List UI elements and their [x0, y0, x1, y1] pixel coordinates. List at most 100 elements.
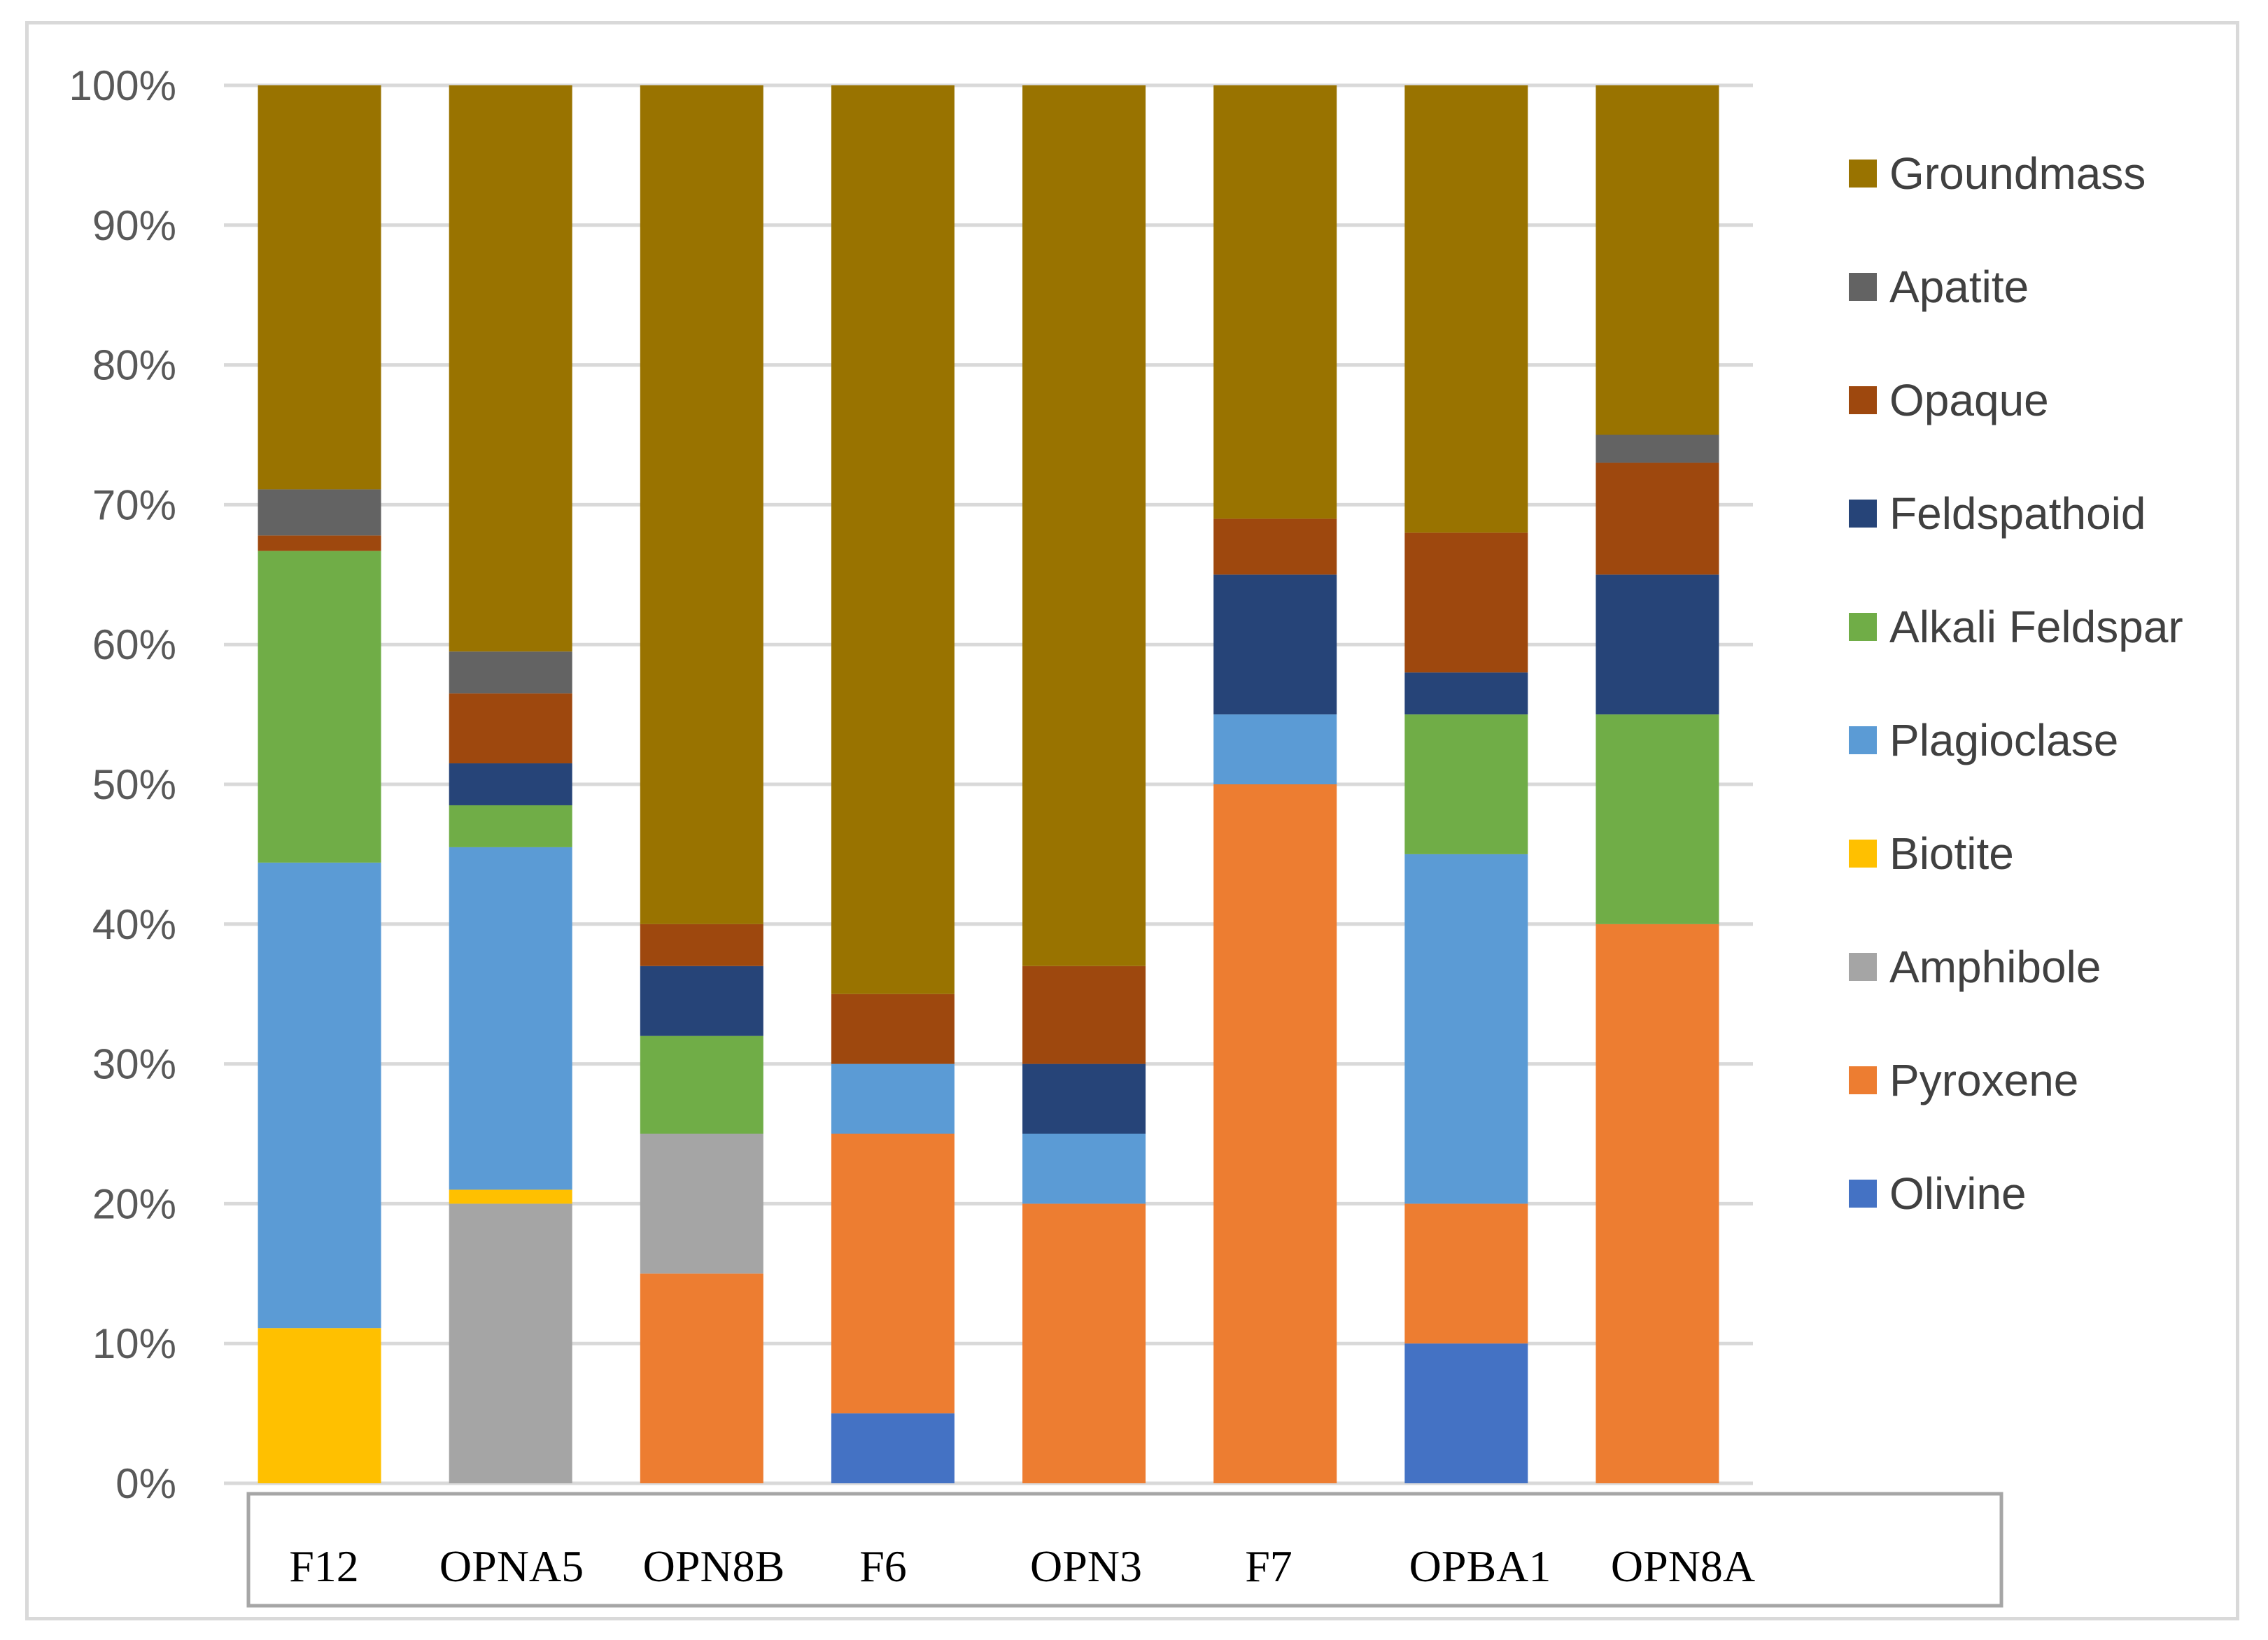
bar-segment-plagioclase: [1022, 1133, 1146, 1204]
bar-segment-alkali-feldspar: [1404, 714, 1528, 854]
legend-label: Pyroxene: [1889, 1055, 2078, 1105]
bar-stack: [831, 85, 955, 1483]
bar-segment-olivine: [831, 1413, 955, 1483]
bar-segment-groundmass: [1404, 85, 1528, 533]
y-tick-label: 20%: [92, 1180, 176, 1227]
bar-segment-plagioclase: [831, 1063, 955, 1134]
legend-item: Apatite: [1849, 262, 2029, 312]
bar-segment-plagioclase: [1404, 854, 1528, 1204]
bar-segment-opaque: [1022, 966, 1146, 1064]
legend-label: Groundmass: [1889, 148, 2146, 199]
bar-segment-apatite: [258, 489, 381, 536]
legend-item: Amphibole: [1849, 942, 2101, 992]
legend-label: Alkali Feldspar: [1889, 602, 2183, 652]
category-axis-box: [246, 1492, 2003, 1608]
bar-segment-feldspathoid: [1213, 574, 1337, 715]
legend-swatch: [1849, 613, 1877, 641]
x-tick-label: OPNA5: [439, 1541, 584, 1591]
legend-swatch: [1849, 1066, 1877, 1094]
legend-swatch: [1849, 273, 1877, 301]
x-tick-label: F6: [859, 1541, 907, 1591]
bar-segment-groundmass: [1213, 85, 1337, 519]
legend-swatch: [1849, 840, 1877, 868]
legend: Groundmass Apatite Opaque Feldspathoid Alkal…: [1849, 148, 2183, 1219]
bar-segment-opaque: [640, 924, 763, 966]
y-tick-label: 40%: [92, 901, 176, 948]
bar-segment-alkali-feldspar: [449, 805, 572, 847]
legend-swatch: [1849, 1180, 1877, 1208]
bars: [258, 85, 1719, 1483]
bar-segment-alkali-feldspar: [640, 1035, 763, 1134]
y-tick-label: 0%: [115, 1460, 176, 1507]
bar-segment-alkali-feldspar: [1596, 714, 1719, 924]
legend-item: Groundmass: [1849, 148, 2146, 199]
y-tick-label: 30%: [92, 1041, 176, 1088]
bar-segment-pyroxene: [1213, 784, 1337, 1483]
bar-segment-groundmass: [640, 85, 763, 924]
bar-segment-amphibole: [449, 1203, 572, 1483]
bar-segment-groundmass: [1596, 85, 1719, 435]
bar-segment-feldspathoid: [1404, 672, 1528, 715]
y-tick-label: 90%: [92, 202, 176, 249]
bar-segment-olivine: [1404, 1343, 1528, 1483]
legend-label: Olivine: [1889, 1168, 2027, 1219]
bar-segment-pyroxene: [640, 1273, 763, 1483]
bar-segment-amphibole: [640, 1133, 763, 1274]
bar-segment-biotite: [258, 1328, 381, 1483]
legend-swatch: [1849, 160, 1877, 188]
x-tick-label: F12: [289, 1541, 359, 1591]
bar-segment-plagioclase: [449, 847, 572, 1190]
y-tick-label: 50%: [92, 761, 176, 808]
bar-segment-groundmass: [449, 85, 572, 652]
bar-stack: [258, 85, 381, 1483]
bar-segment-opaque: [449, 693, 572, 764]
bar-segment-pyroxene: [1022, 1203, 1146, 1483]
x-tick-label: OPN3: [1030, 1541, 1142, 1591]
legend-label: Amphibole: [1889, 942, 2101, 992]
bar-segment-plagioclase: [258, 862, 381, 1329]
bar-segment-alkali-feldspar: [258, 551, 381, 863]
y-tick-label: 10%: [92, 1320, 176, 1367]
legend-item: Plagioclase: [1849, 715, 2118, 765]
x-axis: F12 OPNA5 OPN8B F6 OPN3 F7 OPBA1 OPN8A: [246, 1492, 2003, 1608]
bar-segment-groundmass: [1022, 85, 1146, 966]
bar-stack: [1596, 85, 1719, 1483]
bar-segment-feldspathoid: [1022, 1063, 1146, 1134]
bar-segment-feldspathoid: [449, 763, 572, 805]
bar-segment-pyroxene: [1596, 924, 1719, 1483]
bar-stack: [1022, 85, 1146, 1483]
y-axis-ticks: 0% 10% 20% 30% 40% 50% 60% 70% 80% 90% 100%: [69, 62, 176, 1507]
y-tick-label: 80%: [92, 342, 176, 389]
bar-segment-opaque: [1404, 532, 1528, 673]
y-tick-label: 70%: [92, 481, 176, 528]
bar-segment-feldspathoid: [1596, 574, 1719, 715]
bar-segment-plagioclase: [1213, 714, 1337, 784]
bar-stack: [640, 85, 763, 1483]
legend-swatch: [1849, 953, 1877, 981]
legend-label: Plagioclase: [1889, 715, 2118, 765]
legend-label: Opaque: [1889, 375, 2049, 425]
bar-segment-groundmass: [831, 85, 955, 994]
bar-segment-opaque: [258, 535, 381, 551]
bar-segment-pyroxene: [831, 1133, 955, 1414]
bar-stack: [1213, 85, 1337, 1483]
legend-item: Feldspathoid: [1849, 488, 2146, 539]
legend-item: Opaque: [1849, 375, 2049, 425]
x-tick-label: F7: [1245, 1541, 1293, 1591]
bar-segment-apatite: [1596, 434, 1719, 463]
legend-label: Feldspathoid: [1889, 488, 2146, 539]
bar-segment-apatite: [449, 651, 572, 694]
bar-segment-groundmass: [258, 85, 381, 490]
y-tick-label: 60%: [92, 621, 176, 668]
bar-segment-biotite: [449, 1189, 572, 1204]
legend-item: Pyroxene: [1849, 1055, 2078, 1105]
bar-segment-opaque: [1213, 518, 1337, 575]
legend-swatch: [1849, 386, 1877, 414]
legend-label: Apatite: [1889, 262, 2029, 312]
x-tick-label: OPBA1: [1409, 1541, 1551, 1591]
x-tick-label: OPN8B: [643, 1541, 785, 1591]
legend-swatch: [1849, 726, 1877, 754]
legend-swatch: [1849, 500, 1877, 528]
legend-label: Biotite: [1889, 828, 2014, 879]
